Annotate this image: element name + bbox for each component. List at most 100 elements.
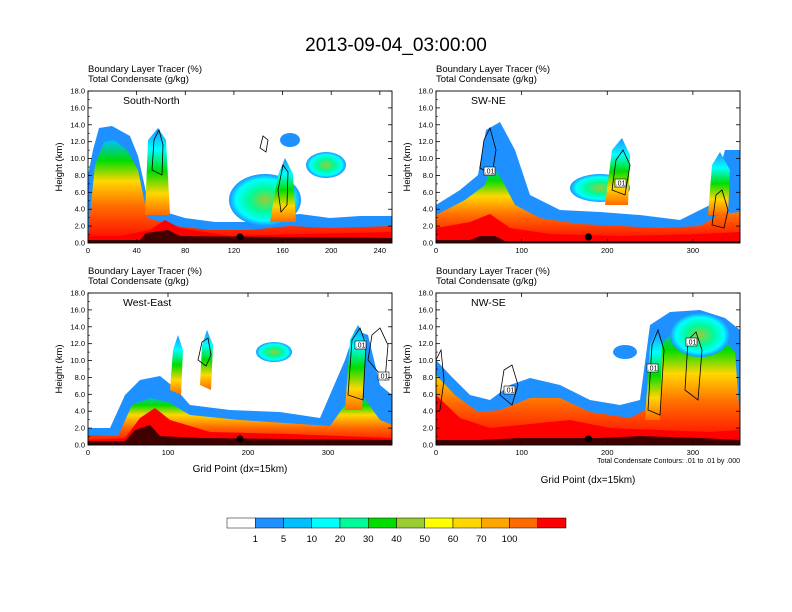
contour-label: .01 <box>648 366 658 373</box>
field-layer <box>88 126 392 243</box>
terrain <box>436 236 740 243</box>
x-tick-label: 80 <box>181 246 189 255</box>
panel-label: NW-SE <box>471 297 506 309</box>
y-tick-label: 12.0 <box>418 137 433 146</box>
panel-west-east: Boundary Layer Tracer (%) Total Condensa… <box>88 266 392 445</box>
contour-label-box <box>503 385 516 395</box>
contour-label: .01 <box>379 374 389 381</box>
y-tick-label: 8.0 <box>75 373 85 382</box>
x-tick-label: 300 <box>687 246 700 255</box>
updraft-tower <box>200 330 213 390</box>
updraft-tower <box>170 335 183 395</box>
cloud-blob <box>613 345 637 359</box>
colorbar-swatch <box>537 517 567 529</box>
x-tick-label: 100 <box>515 448 528 457</box>
y-tick-label: 10.0 <box>70 154 85 163</box>
updraft-tower <box>645 330 662 420</box>
cloud-blob <box>280 133 300 147</box>
y-tick-label: 2.0 <box>423 424 433 433</box>
colorbar-swatch <box>481 517 510 529</box>
condensate-contour <box>197 337 212 367</box>
x-axis-label-left: Grid Point (dx=15km) <box>193 464 288 475</box>
contour-label: .01 <box>687 340 697 347</box>
panel-label: South-North <box>123 95 180 107</box>
condensate-contour <box>277 164 289 213</box>
x-tick-label: 300 <box>322 448 335 457</box>
y-tick-label: 4.0 <box>423 407 433 416</box>
x-tick-label: 0 <box>86 448 90 457</box>
panel-subtitle-line-1: Boundary Layer Tracer (%) <box>88 266 202 277</box>
colorbar-swatch <box>339 517 369 529</box>
location-marker <box>236 233 244 241</box>
location-marker <box>584 435 593 443</box>
contour-label-box <box>354 340 367 350</box>
panel-subtitle-line-1: Boundary Layer Tracer (%) <box>436 64 550 75</box>
y-tick-label: 6.0 <box>423 188 433 197</box>
y-tick-label: 12.0 <box>70 339 85 348</box>
colorbar-label: 60 <box>448 534 459 545</box>
panel-nw-se: Boundary Layer Tracer (%) Total Condensa… <box>436 266 740 465</box>
contour-label: .01 <box>356 343 366 350</box>
y-tick-label: 18.0 <box>418 87 433 96</box>
condensate-contour <box>711 189 729 229</box>
field-layer <box>88 325 392 445</box>
y-tick-label: 2.0 <box>423 222 433 231</box>
y-tick-label: 16.0 <box>70 103 85 112</box>
panel-axes: 0.0 2.0 4.0 6.0 8.0 10.0 12.0 14.0 16.0 18.0 0 100 2… <box>54 289 393 457</box>
condensate-contour <box>436 348 445 413</box>
axes-layer: 0.0 2.0 4.0 6.0 8.0 10.0 12.0 14.0 16.0 18.0 0 40 80… <box>54 87 741 457</box>
y-tick-label: 10.0 <box>70 356 85 365</box>
y-tick-label: 14.0 <box>70 322 85 331</box>
colorbar-label: 1 <box>253 534 258 545</box>
tracer-region-core <box>436 214 740 243</box>
contour-label: .01 <box>485 169 495 176</box>
colorbar-swatch <box>283 517 312 529</box>
y-tick-label: 10.0 <box>418 356 433 365</box>
contour-note: Total Condensate Contours: .01 to .01 by… <box>597 458 740 465</box>
contour-label-box <box>483 166 496 176</box>
colorbar-swatch <box>424 517 454 529</box>
y-axis-label: Height (km) <box>402 142 413 191</box>
cloud-blob <box>306 152 346 178</box>
colorbar-label: 70 <box>476 534 487 545</box>
x-tick-label: 40 <box>132 246 140 255</box>
condensate-contour <box>647 328 665 416</box>
panel-axes: 0.0 2.0 4.0 6.0 8.0 10.0 12.0 14.0 16.0 18.0 0 100 2… <box>402 289 741 457</box>
panel-axes: 0.0 2.0 4.0 6.0 8.0 10.0 12.0 14.0 16.0 18.0 0 40 80… <box>54 87 393 255</box>
updraft-tower <box>270 158 296 222</box>
y-tick-label: 0.0 <box>75 441 85 450</box>
colorbar-swatch <box>509 517 538 529</box>
condensate-contour <box>611 149 631 196</box>
panel-label: SW-NE <box>471 95 506 107</box>
contour-label: .01 <box>505 388 515 395</box>
panel-subtitle-line-2: Total Condensate (g/kg) <box>436 276 537 287</box>
colorbar-swatch <box>255 517 284 529</box>
location-marker <box>584 233 593 241</box>
terrain <box>88 230 392 243</box>
condensate-contour <box>499 364 519 406</box>
colorbar-label: 40 <box>391 534 402 545</box>
y-tick-label: 14.0 <box>70 120 85 129</box>
y-axis-label: Height (km) <box>402 344 413 393</box>
colorbar-label: 100 <box>502 534 518 545</box>
y-tick-label: 10.0 <box>418 154 433 163</box>
contour-label-box <box>377 371 390 381</box>
colorbar-swatch <box>368 517 397 529</box>
terrain <box>88 425 392 445</box>
x-tick-label: 300 <box>687 448 700 457</box>
panel-axes: 0.0 2.0 4.0 6.0 8.0 10.0 12.0 14.0 16.0 18.0 0 100 2… <box>402 87 741 255</box>
tracer-region-core <box>436 395 740 445</box>
y-tick-label: 4.0 <box>75 205 85 214</box>
cloud-blob <box>670 313 730 357</box>
y-axis-label: Height (km) <box>54 142 65 191</box>
x-tick-label: 100 <box>515 246 528 255</box>
contour-label-box <box>685 337 698 347</box>
x-tick-label: 240 <box>374 246 387 255</box>
x-tick-label: 0 <box>86 246 90 255</box>
y-tick-label: 6.0 <box>75 188 85 197</box>
y-axis-label: Height (km) <box>54 344 65 393</box>
y-tick-label: 18.0 <box>418 289 433 298</box>
x-tick-label: 0 <box>434 246 438 255</box>
x-tick-label: 100 <box>162 448 175 457</box>
